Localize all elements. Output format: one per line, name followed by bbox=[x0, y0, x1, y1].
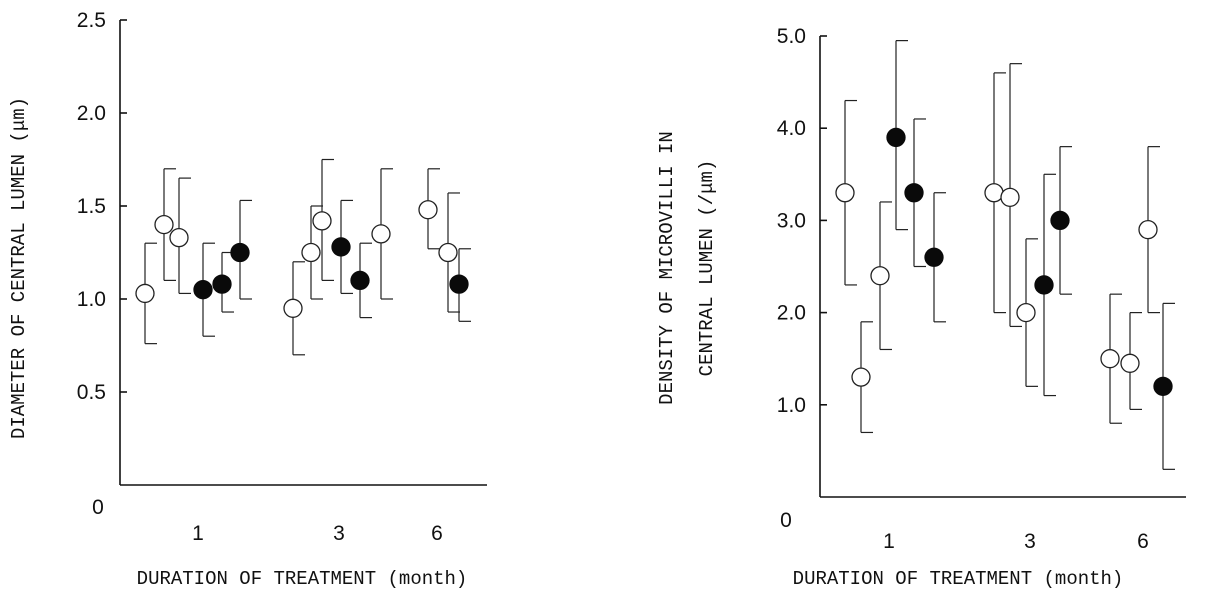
filled-data-point bbox=[1153, 376, 1173, 397]
x-tick-label: 3 bbox=[333, 522, 345, 545]
y-axis-title-line2: CENTRAL LUMEN (/μm) bbox=[696, 160, 718, 377]
diameter-chart: 0 0.5 1.0 1.5 2.0 2.5 1 3 6 DURATION OF TREATMENT… bbox=[8, 9, 487, 590]
filled-data-point bbox=[193, 280, 213, 300]
x-tick-label: 3 bbox=[1024, 530, 1036, 553]
y-tick-label: 1.5 bbox=[77, 195, 106, 218]
open-data-point bbox=[283, 298, 303, 318]
open-data-point bbox=[1000, 187, 1020, 208]
x-axis-title: DURATION OF TREATMENT (month) bbox=[793, 568, 1124, 590]
open-data-point bbox=[1120, 353, 1140, 373]
x-tick-label: 1 bbox=[883, 530, 895, 553]
open-data-point bbox=[984, 183, 1004, 203]
filled-data-point bbox=[230, 242, 250, 263]
open-data-point bbox=[1016, 302, 1036, 323]
y-tick-label: 0 bbox=[780, 509, 792, 532]
x-tick-label: 1 bbox=[192, 522, 204, 545]
x-tick-label: 6 bbox=[1137, 530, 1149, 553]
open-data-point bbox=[312, 211, 332, 231]
y-tick-label: 5.0 bbox=[777, 25, 806, 48]
open-data-point bbox=[835, 183, 855, 203]
y-tick-label: 3.0 bbox=[777, 209, 806, 232]
y-tick-label: 1.0 bbox=[77, 288, 106, 311]
filled-data-point bbox=[449, 274, 469, 294]
y-tick-label: 1.0 bbox=[777, 394, 806, 417]
open-data-point bbox=[1138, 219, 1158, 240]
open-data-point bbox=[870, 266, 890, 286]
filled-data-point bbox=[886, 127, 906, 148]
open-data-point bbox=[371, 224, 391, 244]
density-chart: 0 1.0 2.0 3.0 4.0 5.0 1 3 6 DURATION OF TREATMENT… bbox=[656, 25, 1186, 590]
y-axis-title: DENSITY OF MICROVILLI IN bbox=[656, 131, 678, 405]
filled-data-point bbox=[904, 183, 924, 203]
open-data-point bbox=[851, 367, 871, 387]
open-data-point bbox=[169, 227, 189, 248]
open-data-point bbox=[154, 214, 174, 235]
filled-data-point bbox=[1034, 275, 1054, 295]
filled-data-point bbox=[350, 270, 370, 291]
filled-data-point bbox=[924, 247, 944, 267]
filled-data-point bbox=[1050, 210, 1070, 231]
open-data-point bbox=[418, 200, 438, 220]
filled-data-point bbox=[331, 237, 351, 257]
y-axis-title: DIAMETER OF CENTRAL LUMEN (μm) bbox=[8, 97, 30, 439]
x-axis-title: DURATION OF TREATMENT (month) bbox=[137, 568, 468, 590]
x-tick-label: 6 bbox=[431, 522, 443, 545]
open-data-point bbox=[1100, 349, 1120, 369]
y-tick-label: 2.0 bbox=[77, 102, 106, 125]
y-tick-label: 0 bbox=[92, 496, 104, 519]
filled-data-point bbox=[212, 274, 232, 294]
open-data-point bbox=[438, 242, 458, 263]
open-data-point bbox=[135, 283, 155, 304]
y-tick-label: 0.5 bbox=[77, 381, 106, 404]
y-tick-label: 2.0 bbox=[777, 302, 806, 325]
open-data-point bbox=[301, 242, 321, 263]
y-tick-label: 4.0 bbox=[777, 117, 806, 140]
y-tick-label: 2.5 bbox=[77, 9, 106, 32]
